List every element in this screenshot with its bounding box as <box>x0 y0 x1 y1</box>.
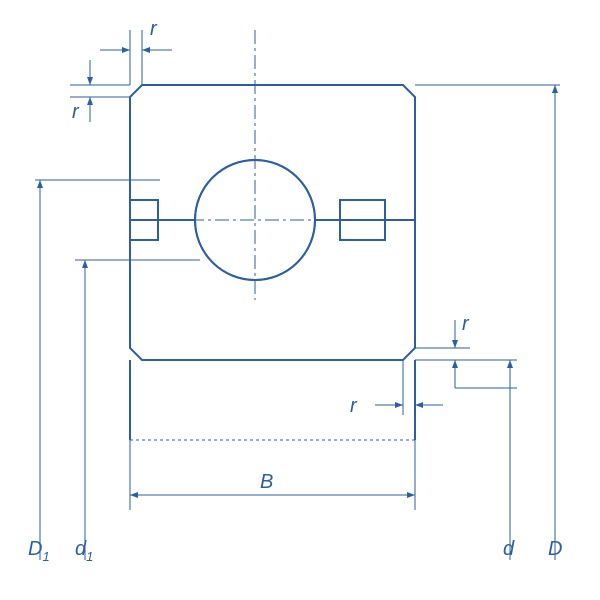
label-r-top: r <box>150 18 158 40</box>
label-r-left: r <box>72 101 80 123</box>
label-D1: D1 <box>28 538 50 564</box>
label-d: d <box>503 538 515 560</box>
label-r-right-v: r <box>462 313 470 335</box>
label-r-right-h: r <box>350 395 358 417</box>
label-B: B <box>260 471 273 493</box>
label-D: D <box>548 538 562 560</box>
label-d1: d1 <box>75 538 93 564</box>
